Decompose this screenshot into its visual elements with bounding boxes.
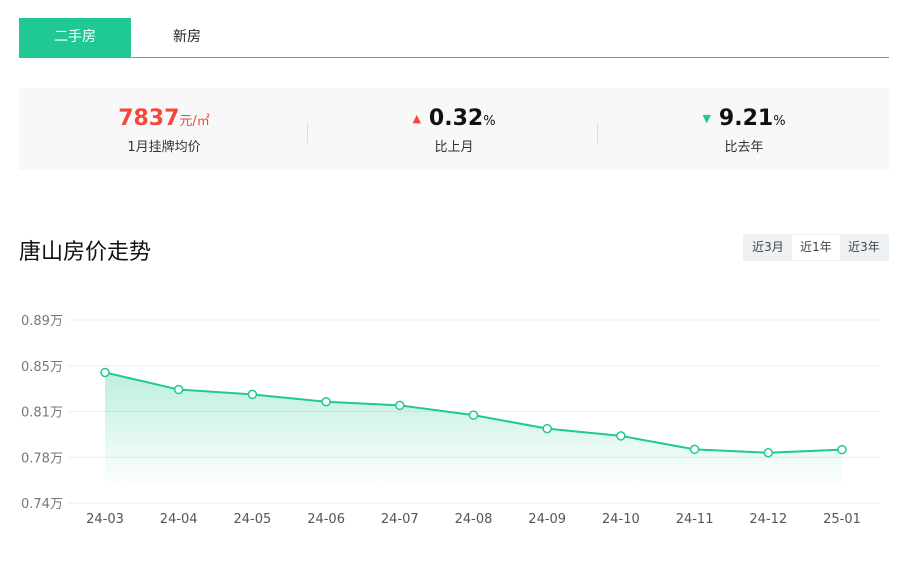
x-tick-label: 24-09 [528,512,566,527]
y-tick-label: 0.85万 [21,360,63,375]
x-tick-label: 24-04 [160,512,198,527]
data-point [247,389,258,400]
divider [597,123,598,143]
avg-price-value: 7837 [118,106,180,131]
data-point [763,447,774,458]
data-point [395,400,405,411]
x-tick-label: 24-08 [455,512,493,527]
data-point [321,396,331,407]
price-trend-chart: 0.74万 0.78万 0.81万 0.85万 0.89万 24-03 24-04 24-05… [21,314,880,527]
tab-second-hand[interactable]: 二手房 [19,18,131,57]
avg-price-unit: 元/㎡ [179,114,210,129]
x-tick-label: 24-07 [381,512,419,527]
x-tick-label: 24-05 [234,512,272,527]
area-fill [105,372,842,488]
yoy-value: 9.21 [718,106,774,131]
data-point [837,444,847,455]
mom-label: 比上月 [434,140,474,155]
triangle-up-icon: ▲ [412,112,421,125]
yoy-stat: ▼ 9.21% 比去年 [599,88,889,170]
x-tick-label: 24-06 [307,512,345,527]
data-point [100,367,110,378]
divider [307,123,308,143]
data-point [468,410,479,420]
x-tick-label: 24-11 [676,512,714,527]
y-tick-label: 0.78万 [21,451,63,466]
x-tick-label: 24-03 [86,512,124,527]
data-point [173,384,184,395]
section-title: 唐山房价走势 [19,240,152,265]
range-selector: 近3月 近1年 近3年 [743,234,889,261]
x-tick-label: 24-12 [749,512,787,527]
avg-price-stat: 7837元/㎡ 1月挂牌均价 [19,88,309,170]
mom-stat: ▲ 0.32% 比上月 [309,88,599,170]
avg-price-label: 1月挂牌均价 [127,140,201,155]
house-type-tabs: 二手房 新房 [19,18,889,58]
yoy-label: 比去年 [724,140,764,155]
range-1-year[interactable]: 近1年 [792,235,840,260]
data-point [616,431,626,441]
y-tick-label: 0.74万 [21,497,63,512]
x-tick-label: 24-10 [602,512,640,527]
yoy-unit: % [773,114,786,129]
tab-new-house[interactable]: 新房 [173,29,201,45]
y-tick-label: 0.81万 [21,406,63,421]
data-point [542,423,552,434]
range-3-months[interactable]: 近3月 [752,240,784,254]
triangle-down-icon: ▼ [702,112,711,125]
data-point [689,444,700,455]
range-3-years[interactable]: 近3年 [848,240,880,254]
x-tick-label: 25-01 [823,512,861,527]
y-tick-label: 0.89万 [21,314,63,329]
mom-unit: % [483,114,496,129]
mom-value: 0.32 [428,106,484,131]
stats-panel: 7837元/㎡ 1月挂牌均价 ▲ 0.32% 比上月 ▼ 9.21% 比去年 [19,88,889,170]
